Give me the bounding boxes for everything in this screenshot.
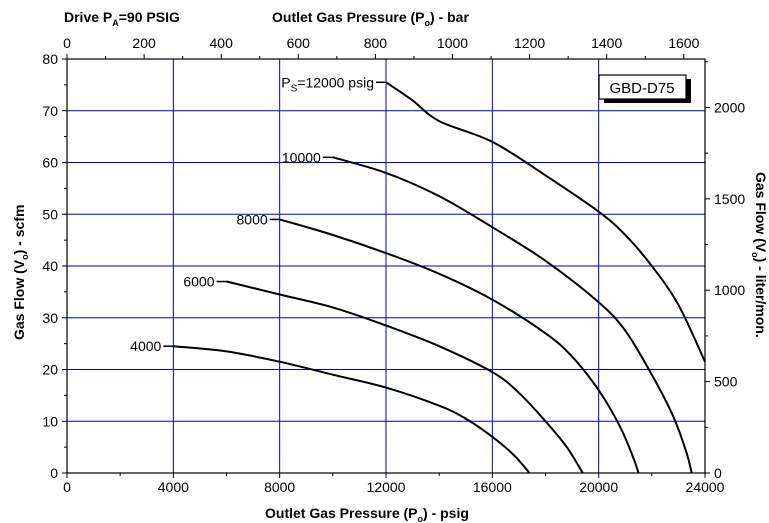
y-left-tick-label: 80 [42,51,58,67]
x-top-tick-label: 1000 [437,35,468,51]
right-axis-title: Gas Flow (Vo) - liter/mon. [750,172,769,338]
y-right-tick-label: 1500 [714,191,745,207]
y-left-tick-label: 30 [42,310,58,326]
top-axis-title: Outlet Gas Pressure (Po) - bar [272,9,469,28]
y-right-tick-label: 500 [714,374,738,390]
y-left-tick-label: 50 [42,206,58,222]
curve-label: 6000 [183,274,214,290]
y-left-tick-label: 60 [42,155,58,171]
x-top-tick-label: 1400 [591,35,622,51]
x-bottom-tick-label: 8000 [264,479,295,495]
curve-1 [173,345,531,474]
curve-label: 10000 [282,149,321,165]
y-left-tick-label: 20 [42,362,58,378]
x-top-tick-label: 600 [287,35,311,51]
y-right-tick-label: 2000 [714,99,745,115]
x-top-tick-label: 800 [364,35,388,51]
x-top-tick-label: 200 [132,35,156,51]
drive-pressure-label: Drive PA=90 PSIG [64,9,180,28]
y-right-tick-label: 1000 [714,282,745,298]
curve-4 [332,156,693,474]
curve-label: 4000 [130,338,161,354]
model-label: GBD-D75 [609,80,674,97]
bottom-axis-title: Outlet Gas Pressure (Po) - psig [265,505,469,523]
y-left-tick-label: 0 [50,465,58,481]
x-bottom-tick-label: 4000 [158,479,189,495]
x-bottom-tick-label: 16000 [473,479,512,495]
x-top-tick-label: 1600 [668,35,699,51]
curve-5 [385,81,706,363]
curve-label: 8000 [237,211,268,227]
grid-lines [67,59,705,473]
curve-labels: 4000 6000 8000 10000 PS=12000 psig [130,74,386,354]
x-bottom-tick-label: 20000 [579,479,618,495]
y-left-tick-label: 70 [42,103,58,119]
x-bottom-tick-label: 24000 [686,479,725,495]
axis-ticks [62,54,710,478]
curve-3 [279,218,640,474]
x-top-tick-label: 400 [210,35,234,51]
curve-label: PS=12000 psig [281,74,374,94]
x-top-tick-label: 0 [63,35,71,51]
left-axis-title: Gas Flow (Vo) - scfm [11,205,30,340]
curve-2 [226,280,584,474]
x-bottom-tick-label: 12000 [367,479,406,495]
y-left-tick-label: 10 [42,413,58,429]
y-right-tick-label: 0 [714,465,722,481]
model-badge: GBD-D75 [598,74,691,103]
x-bottom-tick-label: 0 [63,479,71,495]
x-top-tick-label: 1200 [514,35,545,51]
pressure-curves [173,81,706,474]
y-left-tick-label: 40 [42,258,58,274]
